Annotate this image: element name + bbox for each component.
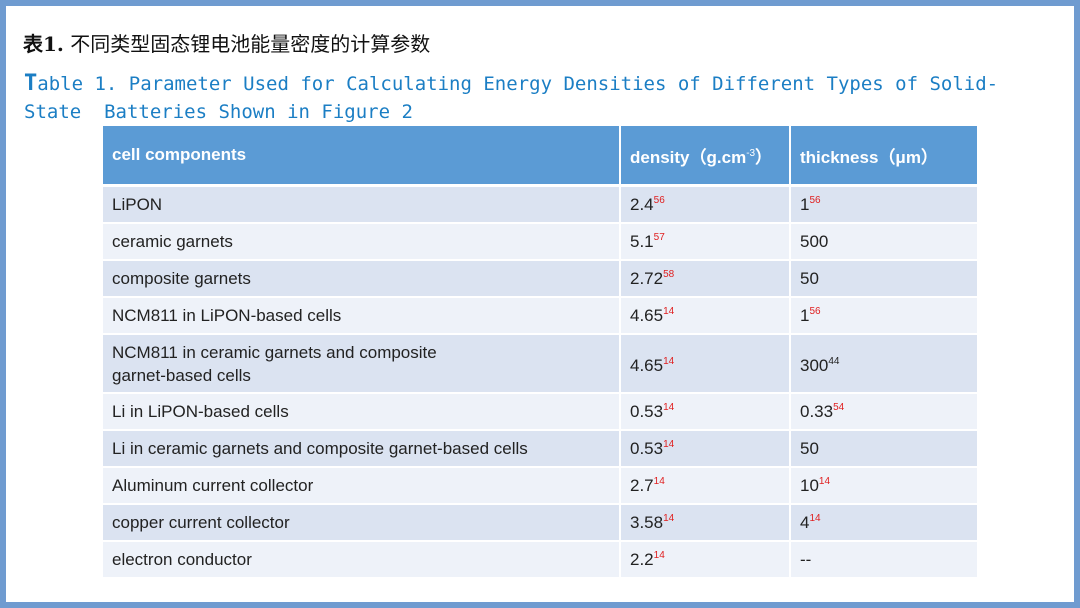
cell-density-reference: 58 [663, 268, 675, 280]
cell-component: Li in ceramic garnets and composite garn… [103, 430, 621, 468]
table-row: NCM811 in ceramic garnets and composite g… [103, 334, 977, 394]
cell-thickness-value: -- [800, 549, 812, 569]
cell-component: NCM811 in LiPON-based cells [103, 297, 621, 335]
table-row: ceramic garnets 5.157 500 [103, 223, 977, 261]
cell-density: 2.214 [620, 541, 791, 579]
header-cell-density: density（g.cm-3） [620, 126, 791, 187]
slide: 表1. 不同类型固态锂电池能量密度的计算参数 Table 1. Paramete… [6, 6, 1074, 602]
cell-density-reference: 57 [653, 231, 665, 243]
cell-thickness: 156 [790, 185, 977, 224]
cell-component: composite garnets [103, 260, 621, 298]
cell-density: 2.456 [620, 185, 791, 224]
cell-thickness-value: 50 [800, 268, 819, 288]
cell-thickness-reference: 44 [828, 356, 840, 367]
cell-density-value: 4.65 [630, 305, 664, 325]
cell-thickness-value: 10 [800, 475, 819, 495]
cell-thickness-value: 0.33 [800, 401, 834, 421]
cell-density-reference: 14 [663, 438, 675, 450]
cell-thickness-value: 50 [800, 438, 819, 458]
english-title: Table 1. Parameter Used for Calculating … [24, 70, 1024, 126]
cell-density-value: 0.53 [630, 438, 664, 458]
cell-density-reference: 14 [663, 356, 675, 367]
cell-density-reference: 56 [653, 194, 665, 206]
cell-thickness-value: 300 [800, 356, 829, 375]
cell-component: copper current collector [103, 504, 621, 542]
table-header-row: cell components density（g.cm-3） thicknes… [103, 126, 977, 187]
header-density-exponent: -3 [746, 147, 756, 159]
cell-component: Aluminum current collector [103, 467, 621, 505]
header-density-close: ） [755, 147, 773, 167]
cell-thickness: 156 [790, 297, 977, 335]
table-row: composite garnets 2.7258 50 [103, 260, 977, 298]
cell-thickness-reference: 54 [833, 401, 845, 413]
cell-thickness-value: 1 [800, 305, 810, 325]
chinese-title-label: 表1. [23, 32, 64, 56]
cell-density: 0.5314 [620, 393, 791, 431]
parameter-table: cell components density（g.cm-3） thicknes… [103, 126, 977, 579]
cell-density-value: 2.4 [630, 194, 654, 214]
cell-component: electron conductor [103, 541, 621, 579]
cell-density: 4.6514 [620, 334, 791, 394]
table-row: LiPON 2.456 156 [103, 185, 977, 224]
cell-density-reference: 14 [663, 305, 675, 317]
cell-density: 4.6514 [620, 297, 791, 335]
cell-density: 5.157 [620, 223, 791, 261]
cell-density-value: 3.58 [630, 512, 664, 532]
table-row: Li in ceramic garnets and composite garn… [103, 430, 977, 468]
cell-thickness-value: 500 [800, 231, 829, 251]
english-title-initial: T [24, 71, 38, 96]
cell-thickness-value: 1 [800, 194, 810, 214]
cell-density: 3.5814 [620, 504, 791, 542]
cell-thickness: 414 [790, 504, 977, 542]
cell-component-line2: garnet-based cells [112, 365, 251, 385]
cell-density-reference: 14 [663, 401, 675, 413]
cell-density: 0.5314 [620, 430, 791, 468]
chinese-title-text: 不同类型固态锂电池能量密度的计算参数 [63, 32, 431, 56]
cell-density-reference: 14 [653, 475, 665, 487]
cell-thickness-value: 4 [800, 512, 810, 532]
cell-density-value: 4.65 [630, 356, 664, 375]
table-row: Li in LiPON-based cells 0.5314 0.3354 [103, 393, 977, 431]
cell-thickness: 50 [790, 260, 977, 298]
cell-density-value: 5.1 [630, 231, 654, 251]
cell-thickness: 0.3354 [790, 393, 977, 431]
cell-component: Li in LiPON-based cells [103, 393, 621, 431]
cell-component: NCM811 in ceramic garnets and composite g… [103, 334, 621, 394]
cell-component-line1: NCM811 in ceramic garnets and composite [112, 342, 437, 362]
cell-thickness: 500 [790, 223, 977, 261]
cell-thickness: 30044 [790, 334, 977, 394]
cell-thickness: 1014 [790, 467, 977, 505]
cell-density-value: 0.53 [630, 401, 664, 421]
english-title-text: able 1. Parameter Used for Calculating E… [24, 73, 999, 123]
chinese-title: 表1. 不同类型固态锂电池能量密度的计算参数 [23, 28, 430, 57]
cell-thickness-reference: 14 [818, 475, 831, 487]
table-body: LiPON 2.456 156 ceramic garnets 5.157 500 comp… [103, 185, 977, 579]
cell-density-value: 2.72 [630, 268, 664, 288]
table-row: copper current collector 3.5814 414 [103, 504, 977, 542]
cell-thickness-reference: 56 [809, 194, 821, 206]
table-row: NCM811 in LiPON-based cells 4.6514 156 [103, 297, 977, 335]
cell-density-value: 2.7 [630, 475, 654, 495]
cell-thickness-reference: 56 [809, 305, 821, 317]
cell-thickness: -- [790, 541, 977, 579]
cell-thickness-reference: 14 [809, 512, 821, 524]
cell-component: ceramic garnets [103, 223, 621, 261]
cell-density-reference: 14 [653, 549, 665, 561]
header-cell-thickness: thickness（μm） [790, 126, 977, 187]
cell-density: 2.714 [620, 467, 791, 505]
header-density-label: density（g.cm [630, 147, 747, 167]
cell-density-value: 2.2 [630, 549, 654, 569]
cell-density: 2.7258 [620, 260, 791, 298]
cell-component: LiPON [103, 185, 621, 224]
cell-thickness: 50 [790, 430, 977, 468]
table-row: electron conductor 2.214 -- [103, 541, 977, 579]
header-cell-components: cell components [103, 126, 621, 187]
table-row: Aluminum current collector 2.714 1014 [103, 467, 977, 505]
cell-density-reference: 14 [663, 512, 675, 524]
